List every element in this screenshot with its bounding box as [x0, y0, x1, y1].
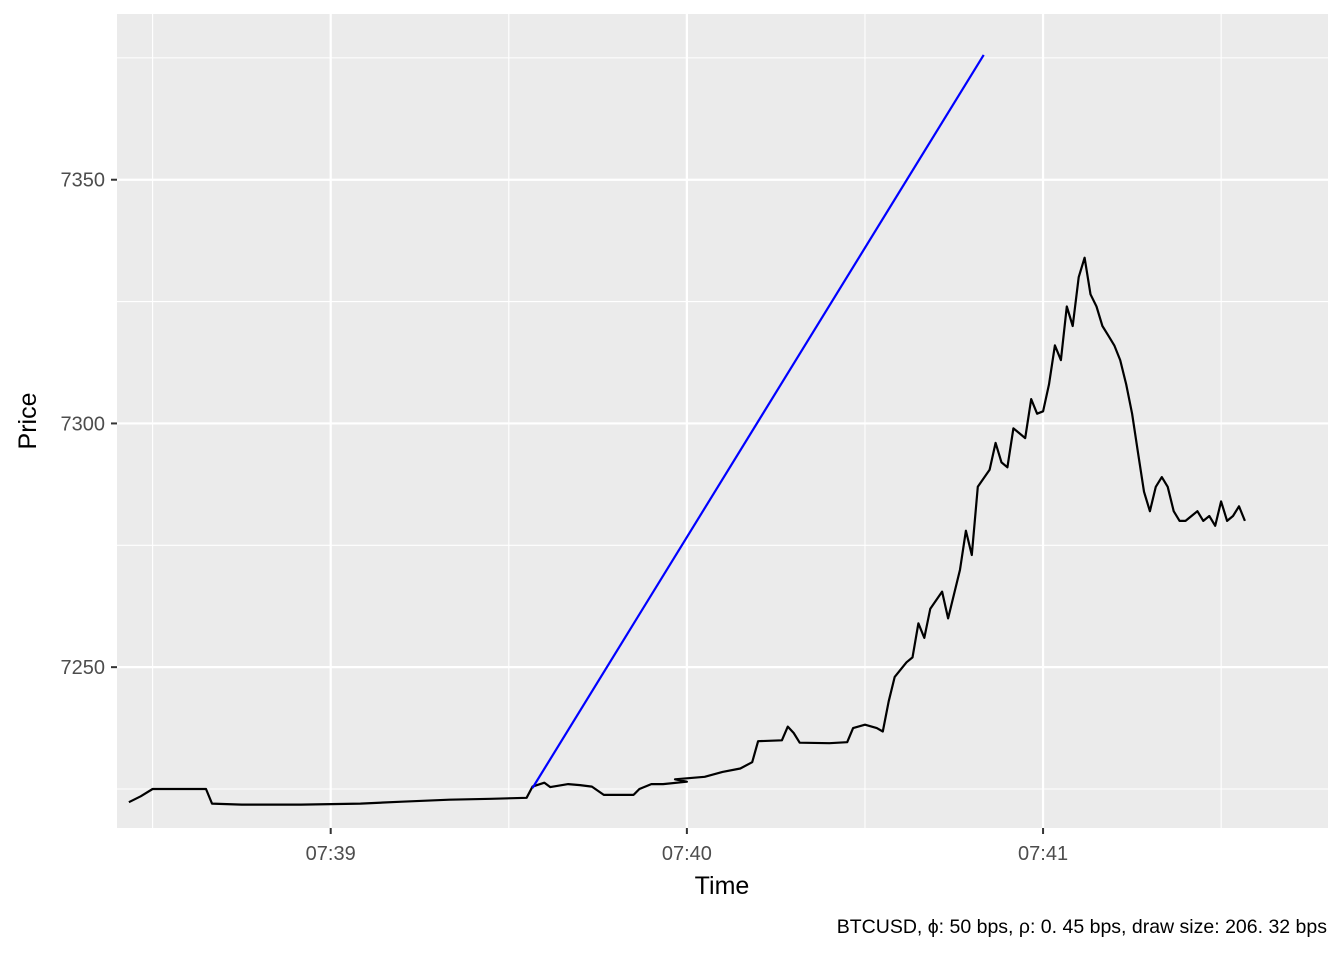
grid-major — [117, 14, 1328, 828]
x-axis: 07:39 07:40 07:41 — [306, 828, 1068, 865]
y-tick-label: 7250 — [61, 657, 106, 679]
x-tick-label: 07:41 — [1018, 843, 1068, 865]
panel-background — [117, 14, 1328, 828]
x-tick-label: 07:40 — [662, 843, 712, 865]
y-tick-label: 7300 — [61, 413, 106, 435]
y-axis-title: Price — [14, 393, 42, 450]
y-axis: 7250 7300 7350 — [61, 170, 117, 679]
series-layer — [128, 54, 1246, 806]
price-line — [128, 256, 1246, 806]
x-tick-label: 07:39 — [306, 843, 356, 865]
drawdown-line — [531, 54, 985, 789]
x-axis-title: Time — [695, 872, 750, 900]
y-tick-label: 7350 — [61, 170, 106, 192]
chart-caption: BTCUSD, ϕ: 50 bps, ρ: 0. 45 bps, draw si… — [837, 916, 1328, 938]
grid-minor — [117, 14, 1328, 828]
